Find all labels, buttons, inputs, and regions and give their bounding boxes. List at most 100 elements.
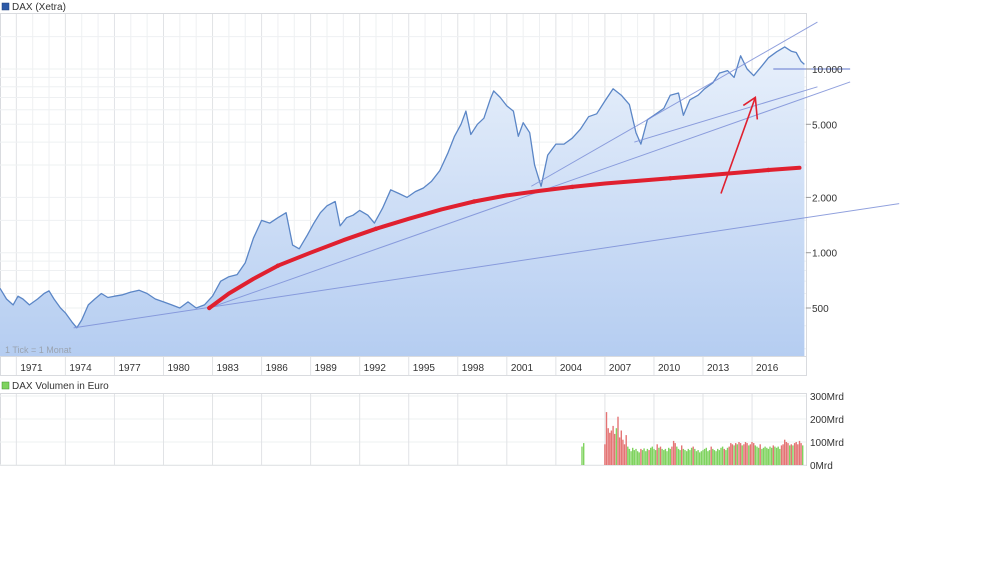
red-curve-point <box>373 226 379 231</box>
y-tick-label: 5.000 <box>812 120 837 131</box>
volume-bar <box>739 443 742 465</box>
trend-line-2 <box>209 81 851 309</box>
volume-bar <box>689 450 691 465</box>
volume-bar <box>793 443 796 465</box>
x-tick-label-1992: 1992 <box>364 363 387 374</box>
volume-bar <box>721 446 724 465</box>
x-tick-label-1974: 1974 <box>69 363 92 374</box>
y-tick-label: 10.000 <box>812 65 843 76</box>
tick-note: 1 Tick = 1 Monat <box>5 345 72 355</box>
volume-bar <box>798 440 801 465</box>
volume-bar <box>790 444 792 465</box>
volume-bar <box>669 448 671 465</box>
x-tick-label-1998: 1998 <box>462 363 485 374</box>
volume-bar <box>735 443 737 465</box>
volume-bar <box>717 448 719 465</box>
red-curve-point <box>275 263 281 268</box>
volume-bar <box>713 450 716 465</box>
volume-bar <box>736 444 738 465</box>
volume-bar <box>751 442 753 465</box>
volume-bar <box>744 442 747 465</box>
legend-swatch-volume <box>1 381 10 390</box>
x-axis: 1971 1974 1977 1980 1983 1986 1989 1992 1995 1998… <box>15 357 779 375</box>
volume-bar <box>718 450 721 465</box>
volume-bar <box>583 443 585 465</box>
volume-bar <box>638 452 640 465</box>
volume-bar <box>618 437 621 465</box>
volume-bar <box>686 451 688 465</box>
volume-bar <box>726 447 729 466</box>
volume-bar <box>581 446 583 465</box>
x-tick-label-2010: 2010 <box>658 363 681 374</box>
volume-bar <box>720 447 722 466</box>
volume-bar <box>692 446 694 465</box>
volume-bar <box>795 442 797 465</box>
volume-bar <box>743 444 745 465</box>
red-arrow-shaft <box>720 97 757 194</box>
volume-y-tick-label: 300Mrd <box>810 392 844 403</box>
volume-bar <box>723 448 725 465</box>
volume-bar <box>679 450 681 465</box>
volume-bar <box>771 447 773 466</box>
volume-bar <box>672 440 675 465</box>
volume-bar <box>668 447 670 466</box>
price-area <box>0 46 805 356</box>
volume-bar <box>622 439 624 465</box>
volume-bar <box>663 450 665 465</box>
volume-bar <box>614 433 616 465</box>
volume-bars <box>581 412 804 466</box>
x-tick-label-1989: 1989 <box>315 363 338 374</box>
volume-bar <box>645 451 647 465</box>
volume-bar <box>802 445 804 465</box>
price-line <box>0 46 805 329</box>
volume-bar <box>777 446 779 465</box>
volume-bar <box>628 448 631 465</box>
volume-bar <box>728 446 730 465</box>
volume-bar <box>697 450 699 465</box>
x-tick-label-1983: 1983 <box>217 363 240 374</box>
volume-bar <box>695 451 698 465</box>
volume-bar <box>772 445 774 465</box>
red-curve-point <box>471 199 477 204</box>
volume-bar <box>764 446 766 465</box>
volume-bar <box>612 425 614 465</box>
volume-bar <box>741 445 743 465</box>
volume-chart-title: DAX Volumen in Euro <box>12 381 109 392</box>
volume-bar <box>684 450 686 465</box>
volume-bar <box>789 445 791 465</box>
volume-bar <box>641 450 644 465</box>
red-arrow-head <box>742 96 759 120</box>
volume-y-tick-label: 200Mrd <box>810 415 844 426</box>
volume-bar <box>605 412 608 465</box>
y-axis-right: 500 1.000 2.000 5.000 10.000 <box>806 65 843 315</box>
volume-bar <box>625 435 627 465</box>
red-curve-point <box>766 167 771 173</box>
y-tick-label: 500 <box>812 304 829 315</box>
volume-bar <box>671 446 673 465</box>
volume-bar <box>710 446 712 465</box>
volume-y-tick-label: 100Mrd <box>810 438 844 449</box>
trend-line-4 <box>634 86 818 143</box>
volume-bar <box>677 448 680 465</box>
volume-bar <box>640 448 642 465</box>
x-tick-label-2001: 2001 <box>511 363 534 374</box>
red-growth-curve <box>207 165 802 310</box>
volume-bar <box>661 448 663 465</box>
volume-bar <box>749 444 752 465</box>
volume-bar <box>636 451 639 465</box>
volume-bar <box>769 446 771 465</box>
volume-bar <box>676 446 678 465</box>
x-tick-label-1986: 1986 <box>266 363 289 374</box>
volume-bar <box>757 447 760 466</box>
y-tick-label: 1.000 <box>812 249 837 260</box>
volume-bar <box>687 448 689 465</box>
volume-bar <box>779 448 781 465</box>
volume-bar <box>782 444 784 465</box>
volume-bar <box>658 447 660 466</box>
x-tick-label-1971: 1971 <box>20 363 43 374</box>
main-chart-title: DAX (Xetra) <box>12 2 66 13</box>
volume-bar <box>784 439 786 465</box>
x-tick-label-1977: 1977 <box>118 363 141 374</box>
volume-bar <box>733 445 735 465</box>
